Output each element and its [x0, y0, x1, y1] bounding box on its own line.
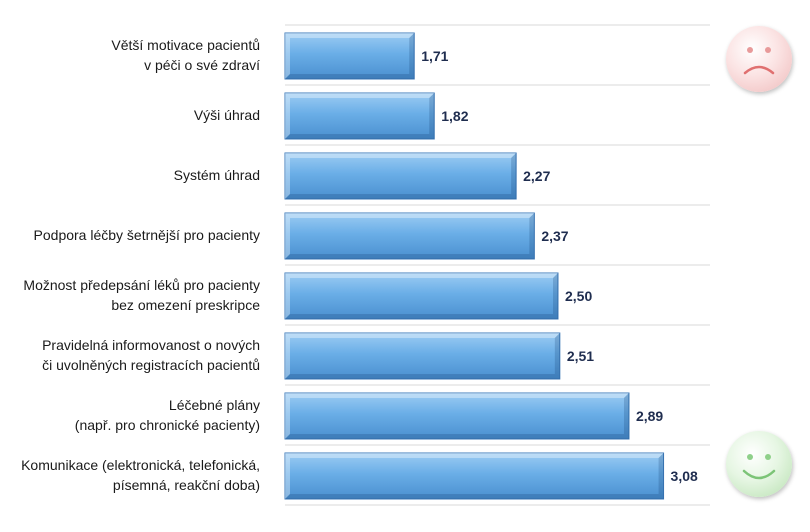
- bar-value-label: 2,37: [541, 228, 569, 244]
- sad-face-icon: [726, 26, 792, 92]
- bar-value-label: 1,82: [441, 108, 469, 124]
- bar: [284, 152, 517, 200]
- category-label: Možnost předepsání léků pro pacienty bez…: [23, 277, 260, 313]
- category-label: Výši úhrad: [193, 107, 260, 123]
- bar-value-label: 2,51: [566, 348, 595, 364]
- bar: [284, 392, 630, 440]
- bar: [284, 212, 535, 260]
- category-label: Podpora léčby šetrnější pro pacienty: [33, 227, 260, 243]
- bar: [284, 272, 559, 320]
- bar-value-label: 2,27: [523, 168, 551, 184]
- bar: [284, 452, 665, 500]
- bar-value-label: 2,89: [635, 408, 664, 424]
- bar-value-label: 1,71: [421, 48, 449, 64]
- bar: [284, 32, 415, 80]
- bar-value-label: 3,08: [670, 468, 698, 484]
- category-label: Léčebné plány (např. pro chronické pacie…: [74, 397, 260, 433]
- category-label: Větší motivace pacientů v péči o své zdr…: [111, 37, 260, 73]
- bar: [284, 332, 561, 380]
- category-label: Systém úhrad: [173, 167, 260, 183]
- bar-value-label: 2,50: [565, 288, 593, 304]
- category-label: Komunikace (elektronická, telefonická, p…: [21, 457, 260, 493]
- category-label: Pravidelná informovanost o nových či uvo…: [42, 337, 260, 373]
- happy-face-icon: [726, 431, 792, 497]
- bar: [284, 92, 435, 140]
